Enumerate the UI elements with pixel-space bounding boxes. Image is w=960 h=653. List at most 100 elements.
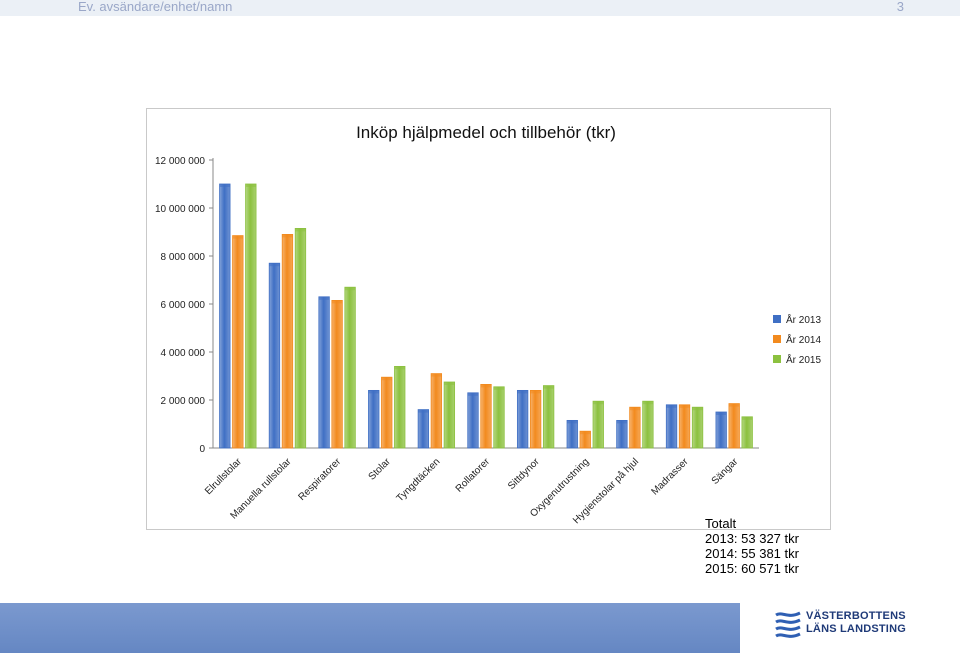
bar <box>294 228 307 449</box>
bar-cap <box>580 431 591 435</box>
bar-cap <box>467 392 479 396</box>
bar-cap <box>368 390 379 394</box>
bar <box>728 403 740 449</box>
y-tick-label: 4 000 000 <box>161 348 206 359</box>
bar-cap <box>444 382 455 385</box>
bar <box>467 392 479 449</box>
bar <box>678 404 691 449</box>
bar-cap <box>679 404 690 408</box>
bar-cap <box>543 385 554 389</box>
bar-cap <box>269 263 280 267</box>
bar <box>665 404 678 449</box>
y-tick-label: 8 000 000 <box>161 252 206 263</box>
bar-cap <box>567 420 578 424</box>
legend-label: År 2013 <box>786 313 821 326</box>
bar <box>394 365 406 449</box>
bar <box>592 400 604 449</box>
bar-cap <box>593 401 604 405</box>
x-tick-label: Sittdynor <box>506 456 542 492</box>
bar <box>566 419 578 449</box>
bar-cap <box>245 184 257 187</box>
bar <box>715 411 727 449</box>
bar <box>629 406 641 449</box>
bar <box>417 409 430 449</box>
vll-logo: VÄSTERBOTTENS LÄNS LANDSTING <box>774 609 914 639</box>
logo-line-1: VÄSTERBOTTENS <box>806 610 906 622</box>
bar <box>430 373 443 449</box>
legend-swatch <box>773 335 781 343</box>
top-bar <box>0 0 960 16</box>
x-tick-label: Stolar <box>367 456 394 483</box>
bar-cap <box>715 412 727 415</box>
totals-heading: Totalt <box>705 516 737 531</box>
bar-cap <box>728 403 740 407</box>
bar-cap <box>629 407 641 411</box>
x-tick-label: Rollatorer <box>454 456 493 495</box>
y-tick-label: 10 000 000 <box>155 204 205 215</box>
bar <box>232 235 244 449</box>
bar-cap <box>692 407 703 411</box>
bar <box>691 406 704 449</box>
bar <box>642 400 654 449</box>
bar <box>318 296 330 449</box>
x-tick-label: Madrasser <box>649 456 691 498</box>
bar-cap <box>493 386 505 390</box>
bar <box>616 419 628 449</box>
bar <box>331 299 343 449</box>
bar <box>381 376 393 449</box>
bar-cap <box>642 401 654 405</box>
legend-swatch <box>773 355 781 363</box>
bar <box>268 262 281 449</box>
bar-cap <box>418 409 429 413</box>
totals-line-2014: 2014: 55 381 tkr <box>705 546 799 561</box>
totals-box: Totalt 2013: 53 327 tkr 2014: 55 381 tkr… <box>705 516 799 576</box>
bar <box>368 389 380 449</box>
bar-cap <box>480 384 492 388</box>
bar-cap <box>232 235 244 239</box>
y-tick-label: 6 000 000 <box>161 300 206 311</box>
chart-title: Inköp hjälpmedel och tillbehör (tkr) <box>356 123 616 142</box>
bar-cap <box>394 366 405 370</box>
bar <box>529 389 542 449</box>
bar-cap <box>517 390 528 394</box>
bar-cap <box>331 300 343 304</box>
page-number: 3 <box>896 0 904 14</box>
bar-cap <box>741 416 753 420</box>
bar <box>219 183 231 449</box>
bar-cap <box>666 404 677 408</box>
sender-text: Ev. avsändare/enhet/namn <box>78 0 233 14</box>
totals-line-2013: 2013: 53 327 tkr <box>705 531 799 546</box>
bar <box>344 286 356 449</box>
y-tick-label: 12 000 000 <box>155 156 205 167</box>
chart-frame: Inköp hjälpmedel och tillbehör (tkr) 0 2 0… <box>146 108 831 530</box>
bar-cap <box>344 287 356 291</box>
y-tick-label: 2 000 000 <box>161 396 206 407</box>
bar-cap <box>530 390 541 394</box>
bar <box>542 385 555 449</box>
x-tick-label: Tyngdtäcken <box>395 456 443 504</box>
legend-label: År 2015 <box>786 353 821 366</box>
x-tick-label: Sängar <box>710 456 741 487</box>
bar-cap <box>219 184 231 187</box>
bar <box>245 183 257 449</box>
bar <box>516 389 529 449</box>
bar <box>443 381 456 449</box>
bar-cap <box>282 234 293 238</box>
totals-line-2015: 2015: 60 571 tkr <box>705 561 799 576</box>
legend-swatch <box>773 315 781 323</box>
bar-cap <box>295 228 306 232</box>
bar-cap <box>318 296 330 300</box>
bar-chart: Inköp hjälpmedel och tillbehör (tkr) 0 2 0… <box>155 123 822 526</box>
logo-mark-icon <box>775 611 801 638</box>
y-tick-label: 0 <box>199 444 205 455</box>
bar <box>281 234 294 449</box>
logo-line-2: LÄNS LANDSTING <box>806 623 906 635</box>
bar <box>741 416 753 449</box>
legend-label: År 2014 <box>786 333 821 346</box>
bar <box>480 383 492 449</box>
x-tick-label: Elrullstolar <box>203 456 244 497</box>
bar-cap <box>431 373 442 377</box>
bar <box>493 386 505 449</box>
bar-cap <box>381 377 392 381</box>
bar-cap <box>616 420 628 424</box>
